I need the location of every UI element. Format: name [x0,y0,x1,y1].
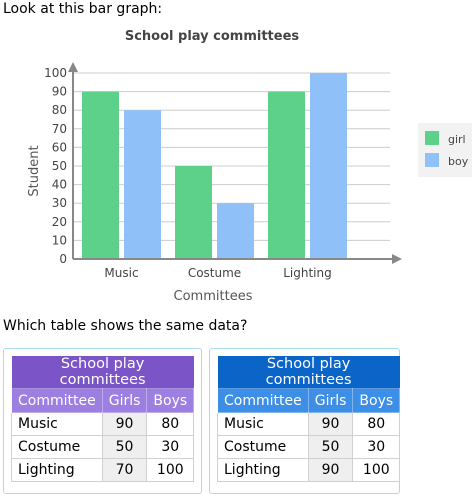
header-girls: Girls [101,388,148,413]
chart-title: School play committees [125,29,300,44]
x-tick-label: Music [104,266,138,280]
y-tick-label: 70 [52,122,67,136]
x-tick-label: Lighting [283,266,332,280]
y-tick-label: 50 [52,159,67,173]
x-axis-label: Committees [174,289,253,304]
header-boys: Boys [146,388,195,413]
y-axis-arrow [68,62,78,72]
girls-value: 90 [101,412,148,436]
y-tick-label: 20 [52,215,67,229]
bar-boy-lighting [310,73,347,259]
header-committee: Committee [217,388,309,413]
y-tick-label: 30 [52,196,67,210]
boys-value: 80 [146,412,195,436]
x-tick-labels: Music Costume Lighting [104,266,331,280]
y-tick-label: 100 [44,66,67,80]
table-row: Lighting 90 100 [217,458,401,482]
bar-boy-costume [217,203,254,259]
table-row: Costume 50 30 [217,435,401,459]
answer-choice-1[interactable]: School play committees Committee Girls B… [3,348,202,494]
legend-swatch-girl [425,131,439,145]
header-boys: Boys [352,388,401,413]
girls-value: 90 [307,458,354,482]
y-tick-label: 60 [52,140,67,154]
table-row: Costume 50 30 [11,435,195,459]
y-tick-labels: 0 10 20 30 40 50 60 70 80 90 100 [44,66,67,266]
y-tick-label: 90 [52,85,67,99]
row-label: Costume [11,435,103,459]
row-label: Music [11,412,103,436]
y-tick-label: 40 [52,178,67,192]
y-tick-label: 80 [52,103,67,117]
bar-chart: School play committees 0 10 20 30 40 50 60 70 80… [27,29,472,304]
girls-value: 50 [101,435,148,459]
legend: girl boy [418,123,472,177]
prompt-text: Look at this bar graph: [3,1,163,17]
row-label: Music [217,412,309,436]
boys-value: 100 [146,458,195,482]
y-tick-label: 0 [59,252,67,266]
legend-label-boy: boy [448,155,469,168]
boys-value: 80 [352,412,401,436]
header-committee: Committee [11,388,103,413]
question-text: Which table shows the same data? [3,318,248,334]
row-label: Costume [217,435,309,459]
y-axis-label: Student [27,145,42,196]
table-row: Music 90 80 [217,412,401,436]
legend-label-girl: girl [448,133,466,146]
row-label: Lighting [217,458,309,482]
choice-table-1: School play committees Committee Girls B… [11,356,195,482]
table-title: School play committees [217,356,400,389]
girls-value: 90 [307,412,354,436]
header-girls: Girls [307,388,354,413]
x-axis-arrow [392,254,402,264]
boys-value: 30 [146,435,195,459]
table-title: School play committees [11,356,194,389]
bar-girl-costume [175,166,212,259]
bar-boy-music [124,110,161,259]
y-tick-label: 10 [52,233,67,247]
choice-table-2: School play committees Committee Girls B… [217,356,401,482]
bars [82,73,347,259]
girls-value: 70 [101,458,148,482]
table-row: Lighting 70 100 [11,458,195,482]
row-label: Lighting [11,458,103,482]
x-tick-label: Costume [188,266,241,280]
boys-value: 30 [352,435,401,459]
bar-girl-lighting [268,91,305,259]
table-row: Music 90 80 [11,412,195,436]
boys-value: 100 [352,458,401,482]
bar-girl-music [82,91,119,259]
answer-choice-2[interactable]: School play committees Committee Girls B… [209,348,401,494]
girls-value: 50 [307,435,354,459]
legend-swatch-boy [425,153,439,167]
